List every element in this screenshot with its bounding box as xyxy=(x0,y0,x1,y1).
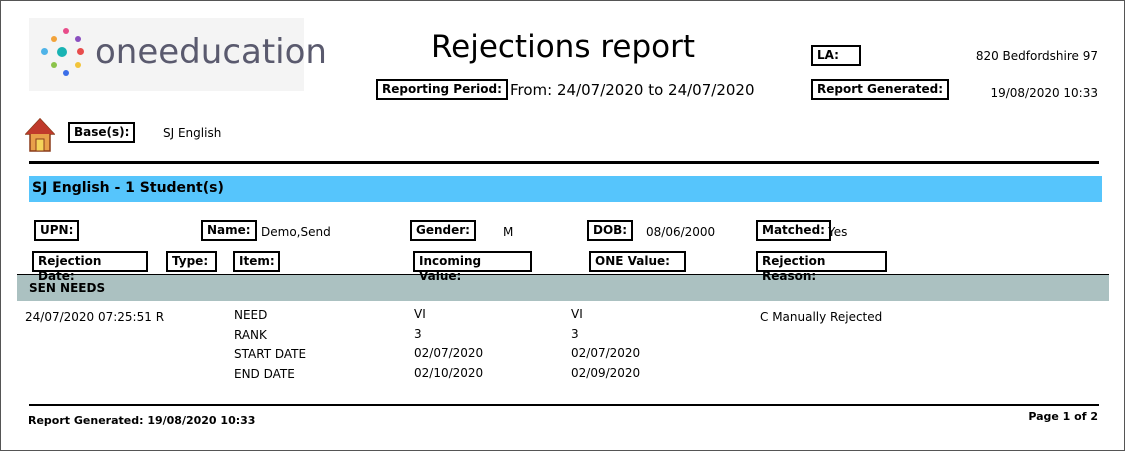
logo-area: oneeducation xyxy=(29,18,327,91)
column-label: Item: xyxy=(233,251,280,272)
field-value: Yes xyxy=(828,225,848,239)
report-title: Rejections report xyxy=(430,29,695,65)
field-value: 08/06/2000 xyxy=(646,225,716,239)
la-label: LA: xyxy=(811,45,861,66)
logo-text: oneeducation xyxy=(95,32,327,72)
one-value: 02/07/2020 xyxy=(571,346,641,361)
base-value: SJ English xyxy=(163,126,222,140)
item-name: START DATE xyxy=(234,347,307,362)
field-label: Gender: xyxy=(410,220,476,241)
one-value: 3 xyxy=(571,326,579,341)
incoming-value: 02/07/2020 xyxy=(414,346,484,361)
field-label: Matched: xyxy=(756,220,831,241)
field-label: Name: xyxy=(201,220,257,241)
one-value: 02/09/2020 xyxy=(571,366,641,381)
incoming-value: 3 xyxy=(414,326,422,341)
column-label: Rejection Reason: xyxy=(756,251,887,283)
period-label: Reporting Period: xyxy=(376,79,508,100)
page-number: Page 1 of 2 xyxy=(1028,410,1098,423)
field-value: Demo,Send xyxy=(261,225,331,239)
footer-generated: Report Generated: 19/08/2020 10:33 xyxy=(28,414,256,427)
home-icon[interactable] xyxy=(25,117,55,153)
group-band: SJ English - 1 Student(s) xyxy=(29,176,1102,202)
divider xyxy=(17,274,1109,275)
divider xyxy=(29,161,1099,164)
la-value: 820 Bedfordshire 97 xyxy=(975,49,1098,63)
group-title: SJ English - 1 Student(s) xyxy=(32,180,224,196)
one-value: VI xyxy=(571,307,583,321)
column-label: Type: xyxy=(166,251,217,272)
item-name: RANK xyxy=(234,327,267,342)
incoming-value: 02/10/2020 xyxy=(414,366,484,381)
generated-value: 19/08/2020 10:33 xyxy=(990,86,1098,100)
field-value: M xyxy=(503,225,514,239)
column-label: ONE Value: xyxy=(589,251,686,272)
rejection-reason: C Manually Rejected xyxy=(760,310,883,324)
section-band: SEN NEEDS xyxy=(17,275,1109,301)
field-label: UPN: xyxy=(34,220,80,241)
section-title: SEN NEEDS xyxy=(29,281,106,295)
divider xyxy=(29,404,1099,406)
item-name: END DATE xyxy=(234,367,295,382)
generated-label: Report Generated: xyxy=(811,79,949,100)
field-label: DOB: xyxy=(587,220,634,241)
column-label: Incoming Value: xyxy=(413,251,532,283)
incoming-value: VI xyxy=(414,307,426,321)
period-value: From: 24/07/2020 to 24/07/2020 xyxy=(510,81,755,99)
item-name: NEED xyxy=(234,308,268,322)
rejection-date: 24/07/2020 07:25:51 R xyxy=(25,310,165,324)
base-label: Base(s): xyxy=(68,122,136,143)
column-label: Rejection Date: xyxy=(32,251,148,283)
